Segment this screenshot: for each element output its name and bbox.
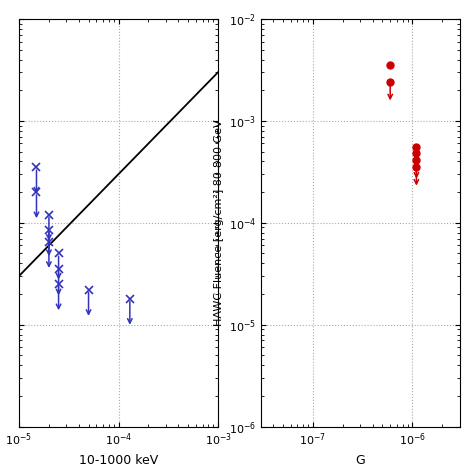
X-axis label: G: G bbox=[356, 454, 365, 466]
X-axis label: 10-1000 keV: 10-1000 keV bbox=[79, 454, 158, 466]
Y-axis label: HAWC Fluence [erg/cm²] 80-800 GeV: HAWC Fluence [erg/cm²] 80-800 GeV bbox=[214, 119, 224, 326]
